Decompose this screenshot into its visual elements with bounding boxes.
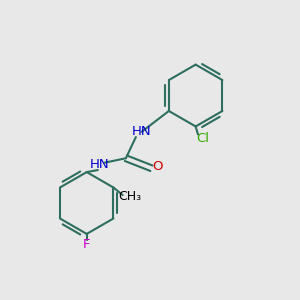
Text: CH₃: CH₃ [118, 190, 142, 203]
Text: HN: HN [132, 125, 152, 138]
Text: O: O [153, 160, 163, 173]
Text: HN: HN [89, 158, 109, 171]
Text: F: F [83, 238, 90, 251]
Text: Cl: Cl [196, 132, 209, 145]
